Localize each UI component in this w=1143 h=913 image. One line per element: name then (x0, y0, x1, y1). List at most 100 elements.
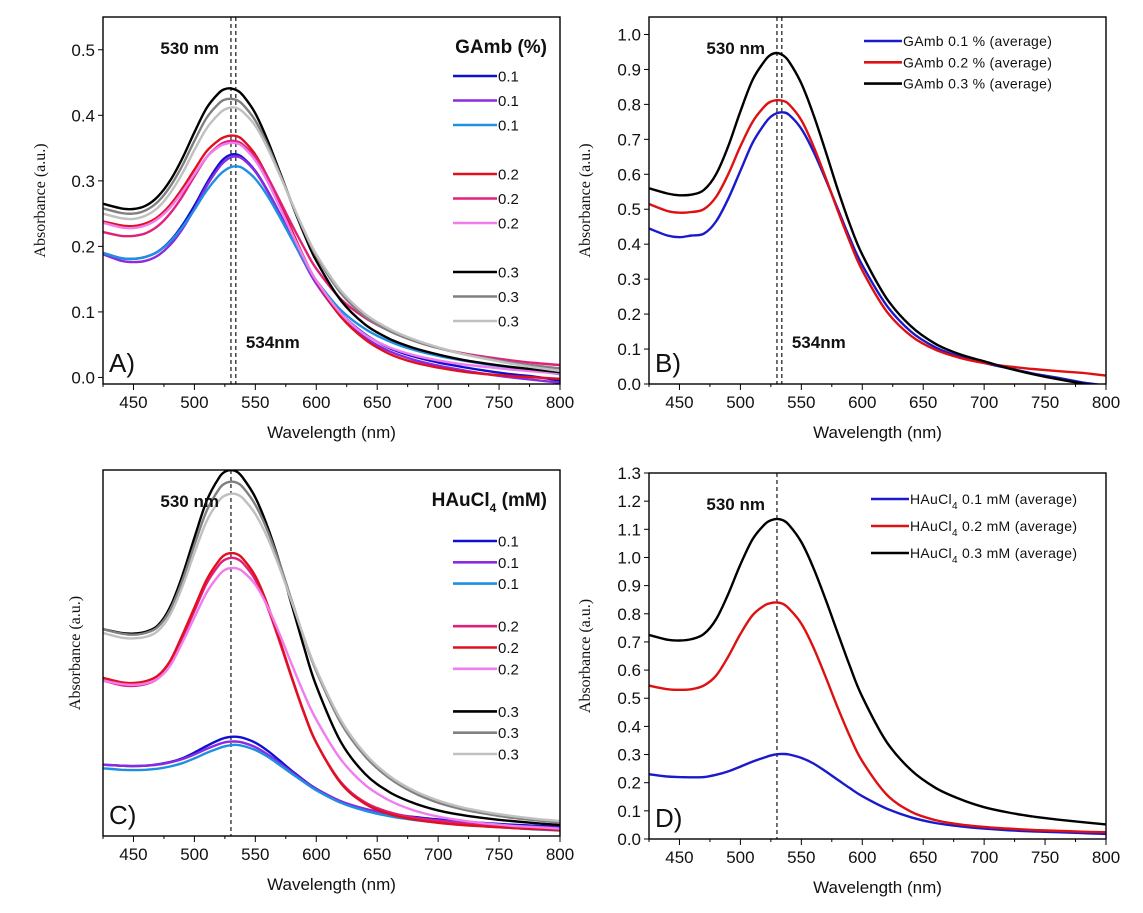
series-line-5 (103, 551, 560, 832)
series-line-3 (103, 743, 560, 832)
x-axis-label: Wavelength (nm) (267, 875, 396, 894)
legend-label: 0.3 (498, 265, 519, 282)
series-line-4 (103, 134, 560, 380)
legend-title: GAmb (%) (455, 37, 547, 58)
x-axis-label: Wavelength (nm) (813, 423, 942, 442)
y-tick-label: 0.7 (617, 130, 641, 149)
series-line-9 (103, 492, 560, 823)
y-tick-label: 0.3 (617, 746, 641, 765)
panel-label: A) (109, 348, 135, 378)
x-tick-label: 750 (485, 845, 513, 864)
legend-label: 0.2 (498, 216, 519, 233)
legend-label: 0.1 (498, 555, 519, 572)
y-tick-label: 1.1 (617, 520, 641, 539)
y-tick-label: 0.1 (71, 303, 95, 322)
chart-panel-d: 450 500 550 600 650 700 750 800 0.0 0.1 0.2 0.3 0.4 0… (577, 464, 1120, 897)
plot-frame (102, 469, 561, 837)
chart-panel-a: 450 500 550 600 650 700 750 800 0.0 0.1 0.2 0.3 0.4 0… (32, 16, 574, 442)
y-tick-label: 0.4 (617, 717, 641, 736)
x-tick-label: 800 (546, 393, 574, 412)
y-axis-label: Absorbance (a.u.) (577, 143, 594, 257)
legend-label: 0.3 (498, 747, 519, 764)
x-tick-label: 550 (787, 848, 815, 867)
legend-label: HAuCl4 0.3 mM (average) (910, 545, 1077, 566)
x-tick-label: 550 (787, 393, 815, 412)
legend-title: HAuCl4 (mM) (432, 490, 547, 515)
y-tick-label: 0.5 (617, 200, 641, 219)
y-tick-label: 0.0 (617, 375, 641, 394)
legend: HAuCl4 (mM) 0.1 0.1 0.1 0.2 0.2 0.2 0.3 0.3 0.3 (432, 490, 547, 764)
x-tick-label: 650 (909, 848, 937, 867)
legend-label: HAuCl4 0.1 mM (average) (910, 491, 1077, 512)
series-group (649, 517, 1106, 836)
series-line-7 (103, 470, 560, 827)
y-tick-label: 1.2 (617, 492, 641, 511)
legend: GAmb (%) 0.1 0.1 0.1 0.2 0.2 0.2 0.3 0.3 0.3 (453, 37, 547, 331)
x-tick-label: 800 (1092, 848, 1120, 867)
x-tick-label: 600 (848, 393, 876, 412)
legend: HAuCl4 0.1 mM (average) HAuCl4 0.2 mM (av… (871, 491, 1077, 566)
y-tick-label: 0.3 (617, 270, 641, 289)
chart-panel-b: 450 500 550 600 650 700 750 800 0.0 0.1 0.2 0.3 0.4 0… (577, 16, 1120, 442)
y-tick-label: 0.2 (617, 305, 641, 324)
series-line-8 (103, 480, 560, 824)
x-tick-label: 800 (546, 845, 574, 864)
series-line-6 (103, 566, 560, 830)
x-tick-label: 450 (119, 845, 147, 864)
y-tick-label: 0.8 (617, 605, 641, 624)
x-tick-label: 500 (726, 848, 754, 867)
x-tick-label: 450 (665, 848, 693, 867)
peak-annotation: 530 nm (706, 495, 765, 514)
legend-label: 0.2 (498, 661, 519, 678)
panel-label: C) (109, 800, 136, 830)
series-group (103, 470, 560, 832)
series-line-2 (649, 98, 1106, 377)
legend-label: HAuCl4 0.2 mM (average) (910, 518, 1077, 539)
y-tick-label: 0.8 (617, 95, 641, 114)
y-tick-label: 0.0 (617, 830, 641, 849)
peak-annotation: 534nm (246, 333, 300, 352)
x-tick-label: 600 (848, 848, 876, 867)
x-tick-label: 650 (363, 393, 391, 412)
legend-label: 0.3 (498, 289, 519, 306)
legend-label: 0.1 (498, 118, 519, 135)
legend-label: 0.1 (498, 93, 519, 110)
x-tick-label: 700 (970, 848, 998, 867)
legend-label: 0.3 (498, 314, 519, 331)
y-tick-label: 0.6 (617, 661, 641, 680)
series-line-4 (103, 556, 560, 831)
y-tick-label: 1.3 (617, 464, 641, 483)
legend-label: 0.3 (498, 704, 519, 721)
series-group (649, 51, 1106, 384)
series-line-7 (103, 87, 560, 374)
y-axis-label: Absorbance (a.u.) (577, 599, 594, 713)
legend-label: 0.1 (498, 576, 519, 593)
y-tick-label: 1.0 (617, 25, 641, 44)
panel-label: B) (655, 348, 681, 378)
y-tick-label: 0.3 (71, 172, 95, 191)
legend-label: GAmb 0.3 % (average) (903, 76, 1052, 92)
x-tick-label: 600 (302, 393, 330, 412)
y-tick-label: 0.5 (617, 689, 641, 708)
series-line-9 (103, 106, 560, 373)
x-tick-label: 450 (665, 393, 693, 412)
legend-label: 0.2 (498, 640, 519, 657)
x-tick-label: 500 (180, 845, 208, 864)
x-tick-label: 600 (302, 845, 330, 864)
y-tick-label: 0.5 (71, 41, 95, 60)
x-axis-label: Wavelength (nm) (267, 423, 396, 442)
series-line-1 (649, 111, 1103, 384)
series-line-3 (103, 165, 560, 376)
legend-label: GAmb 0.1 % (average) (903, 33, 1052, 49)
y-tick-label: 0.1 (617, 340, 641, 359)
legend-label: 0.1 (498, 69, 519, 86)
x-tick-label: 750 (485, 393, 513, 412)
y-tick-label: 0.4 (71, 106, 95, 125)
x-tick-label: 700 (424, 845, 452, 864)
peak-annotation: 530 nm (160, 492, 219, 511)
peak-annotation: 534nm (792, 333, 846, 352)
y-tick-label: 0.7 (617, 633, 641, 652)
series-line-8 (103, 97, 560, 370)
y-tick-label: 0.9 (617, 577, 641, 596)
